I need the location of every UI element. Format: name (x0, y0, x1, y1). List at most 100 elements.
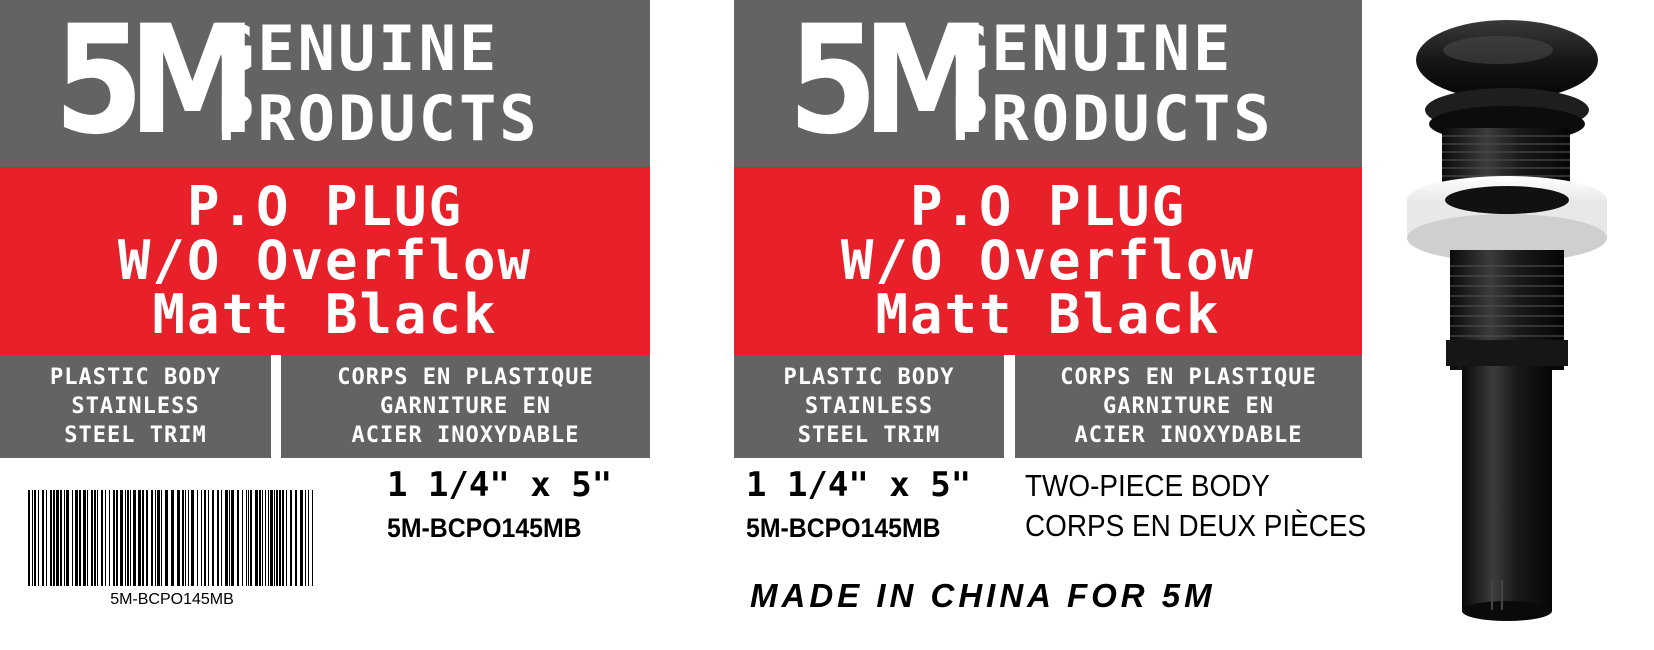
barcode-bar (64, 490, 65, 586)
barcode-bar (105, 490, 106, 586)
barcode-bar (270, 490, 273, 586)
barcode-bar (305, 490, 306, 586)
spec-french: CORPS EN PLASTIQUE GARNITURE EN ACIER IN… (281, 355, 650, 458)
barcode-bar (201, 490, 202, 586)
barcode-bar (87, 490, 88, 586)
barcode-bar (229, 490, 230, 586)
barcode-bar (246, 490, 247, 586)
barcode-bar (53, 490, 55, 586)
barcode-bar (286, 490, 287, 586)
barcode-bar (34, 490, 36, 586)
barcode-bar (113, 490, 115, 586)
barcode-bar (300, 490, 303, 586)
barcode-bar (28, 490, 30, 586)
spec-french-line: CORPS EN PLASTIQUE (337, 365, 594, 390)
product-title-line1: P.O PLUG (186, 175, 464, 238)
barcode-bar (109, 490, 110, 586)
barcode-bar (127, 490, 129, 586)
barcode-bar (242, 490, 243, 586)
barcode-bar (274, 490, 275, 586)
barcode-bar (237, 490, 239, 586)
country-of-origin: MADE IN CHINA FOR 5M (750, 577, 1216, 614)
sku-label: 5M-BCPO145MB (387, 513, 582, 543)
brand-band: 5M GENUINE PRODUCTS (0, 0, 650, 167)
barcode-bar (279, 490, 281, 586)
brand-logo: 5M (788, 0, 991, 168)
barcode-bar (312, 490, 313, 586)
barcode-bar (32, 490, 33, 586)
barcode-bar (191, 490, 194, 586)
barcode-bar (161, 490, 162, 586)
barcode-bar (221, 490, 222, 586)
brand-tagline: GENUINE PRODUCTS (951, 14, 1274, 154)
brand-tagline-line2: PRODUCTS (951, 82, 1274, 155)
barcode-text: 5M-BCPO145MB (110, 591, 234, 608)
sku-label: 5M-BCPO145MB (746, 513, 941, 543)
product-title-line1: P.O PLUG (909, 175, 1187, 238)
barcode-bar (204, 490, 206, 586)
barcode-bar (94, 490, 96, 586)
barcode-bar (151, 490, 153, 586)
barcode-bar (142, 490, 144, 586)
barcode-bar (208, 490, 209, 586)
barcode-bar (171, 490, 174, 586)
barcode-bar (295, 490, 297, 586)
barcode-bar (46, 490, 47, 586)
barcode-bar (217, 490, 219, 586)
barcode-bar (50, 490, 52, 586)
barcode-bar (188, 490, 189, 586)
barcode-bar (133, 490, 136, 586)
barcode (28, 490, 313, 586)
barcode-bar (185, 490, 186, 586)
product-title-band: P.O PLUG W/O Overflow Matt Black (0, 167, 650, 355)
barcode-bar (155, 490, 156, 586)
barcode-bar (290, 490, 292, 586)
brand-logo: 5M (54, 0, 257, 168)
barcode-bar (60, 490, 62, 586)
barcode-bar (268, 490, 269, 586)
size-label: 1 1/4" x 5" (746, 465, 972, 505)
barcode-bar (56, 490, 59, 586)
brand-tagline-line2: PRODUCTS (217, 82, 540, 155)
barcode-bar (72, 490, 73, 586)
barcode-bar (250, 490, 252, 586)
size-label: 1 1/4" x 5" (387, 465, 613, 505)
barcode-bar (146, 490, 148, 586)
label-right: 5M GENUINE PRODUCTS P.O PLUG W/O Overflo… (734, 0, 1366, 650)
barcode-bar (259, 490, 261, 586)
barcode-bar (308, 490, 309, 586)
barcode-bar (120, 490, 123, 586)
barcode-bar (157, 490, 160, 586)
barcode-bar (83, 490, 86, 586)
barcode-bar (116, 490, 118, 586)
spec-english-line: STAINLESS (804, 394, 934, 419)
spec-english-line: PLASTIC BODY (50, 365, 221, 390)
barcode-bar (225, 490, 228, 586)
spec-english-line: STEEL TRIM (797, 423, 941, 448)
spec-french-line: GARNITURE EN (1103, 394, 1274, 419)
product-title-line2: W/O Overflow (840, 229, 1256, 292)
barcode-bar (138, 490, 141, 586)
barcode-bar (97, 490, 98, 586)
barcode-bar (75, 490, 78, 586)
brand-band: 5M GENUINE PRODUCTS (734, 0, 1362, 167)
feature-text: TWO-PIECE BODY CORPS EN DEUX PIÈCES (1025, 466, 1366, 546)
barcode-bar (282, 490, 284, 586)
spec-french-line: ACIER INOXYDABLE (351, 423, 580, 448)
product-title-line3: Matt Black (875, 283, 1221, 346)
brand-tagline-line1: GENUINE (217, 12, 500, 85)
barcode-bar (101, 490, 103, 586)
barcode-bar (248, 490, 249, 586)
barcode-bar (197, 490, 198, 586)
barcode-bar (38, 490, 39, 586)
barcode-bar (130, 490, 131, 586)
barcode-bar (212, 490, 214, 586)
barcode-bar (91, 490, 93, 586)
feature-french: CORPS EN DEUX PIÈCES (1025, 508, 1367, 543)
barcode-bar (165, 490, 168, 586)
spec-french-line: ACIER INOXYDABLE (1074, 423, 1303, 448)
feature-english: TWO-PIECE BODY (1025, 468, 1270, 503)
spec-english-line: PLASTIC BODY (783, 365, 955, 390)
barcode-bar (66, 490, 69, 586)
spec-english: PLASTIC BODY STAINLESS STEEL TRIM (734, 355, 1004, 458)
